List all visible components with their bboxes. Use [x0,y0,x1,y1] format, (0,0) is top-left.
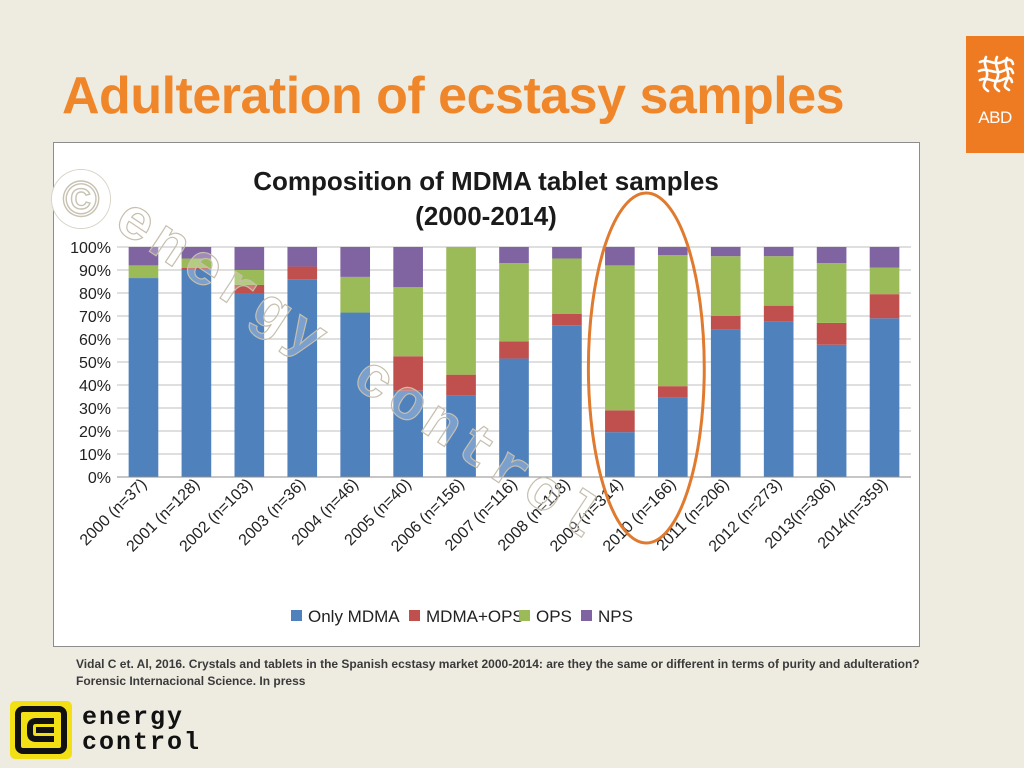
y-tick-label: 0% [88,470,111,487]
chart-title-line: Composition of MDMA tablet samples [253,166,719,196]
bar-segment-ops [340,276,371,313]
bar-segment-ops [816,263,847,323]
bar-segment-nps [710,247,741,257]
bar-segment-only-mdma [499,358,529,477]
bar-segment-nps [605,247,635,266]
abd-logo-text: ABD [978,108,1012,127]
legend-swatch [409,610,420,621]
energy-control-text-line1: energy [82,703,185,732]
bar-segment-nps [816,247,847,264]
y-tick-label: 20% [79,424,111,441]
bar-segment-ops [446,247,476,375]
bar-segment-nps [234,247,265,270]
bar-segment-only-mdma [181,270,212,477]
bar-segment-mdma-ops [181,267,212,270]
y-tick-label: 100% [70,240,111,257]
y-tick-label: 40% [79,378,111,395]
abd-knot-icon [977,55,1015,93]
bar-segment-only-mdma [763,321,794,477]
y-tick-label: 30% [79,401,111,418]
bar-segment-mdma-ops [446,374,476,396]
chart-title-line: (2000-2014) [415,201,557,231]
slide-title: Adulteration of ecstasy samples [62,67,845,125]
bar-segment-ops [605,265,635,411]
bar-segment-mdma-ops [287,266,318,280]
bar-segment-ops [552,258,582,314]
chart-panel: Composition of MDMA tablet samples (2000-… [53,142,920,647]
legend-swatch [291,610,302,621]
bar-segment-nps [287,247,318,267]
copyright-watermark: © [52,170,110,228]
y-tick-label: 80% [79,286,111,303]
bar-segment-ops [763,256,794,306]
energy-control-logo: energy control [10,701,260,759]
bar-segment-only-mdma [287,279,318,477]
bar-segment-nps [657,247,688,256]
abd-logo: ABD [966,36,1024,153]
bar-segment-nps [340,247,371,277]
bar-segment-only-mdma [128,278,159,477]
bar-segment-mdma-ops [499,341,529,359]
bar-segment-ops [499,263,529,342]
bar-segment-ops [393,287,423,357]
energy-control-mark-icon [10,701,72,759]
bar-segment-nps [128,247,159,266]
bar-segment-mdma-ops [657,386,688,398]
bar-segment-mdma-ops [869,294,900,319]
bar-segment-ops [128,265,159,279]
bar-segment-only-mdma [710,329,741,477]
bar-segment-nps [393,247,423,288]
bar-segment-mdma-ops [710,316,741,330]
energy-control-text-line2: control [82,728,202,757]
bar-segment-only-mdma [446,395,476,477]
legend-swatch [519,610,530,621]
bar-segment-ops [234,270,265,285]
stacked-bar-chart: Composition of MDMA tablet samples (2000-… [70,166,911,626]
bar-segment-nps [869,247,900,268]
bar-segment-only-mdma [393,390,423,477]
bar-segment-only-mdma [340,312,371,477]
bar-segment-only-mdma [657,397,688,477]
y-tick-label: 90% [79,263,111,280]
bar-segment-ops [710,256,741,316]
legend-label: Only MDMA [308,607,400,626]
citation: Vidal C et. Al, 2016. Crystals and table… [76,657,920,688]
bar-segment-mdma-ops [763,305,794,322]
bar-segment-mdma-ops [605,410,635,433]
bar-segment-mdma-ops [552,313,582,326]
legend-label: NPS [598,607,633,626]
bar-segment-only-mdma [605,432,635,477]
bar-segment-nps [763,247,794,257]
bar-segment-only-mdma [816,344,847,477]
bar-segment-ops [657,255,688,387]
legend-swatch [581,610,592,621]
y-tick-label: 60% [79,332,111,349]
bar-segment-nps [499,247,529,264]
bar-segment-only-mdma [234,293,265,477]
y-tick-label: 50% [79,355,111,372]
legend-label: MDMA+OPS [426,607,524,626]
y-tick-label: 70% [79,309,111,326]
bar-segment-nps [181,247,212,259]
legend-label: OPS [536,607,572,626]
bar-segment-ops [181,258,212,268]
bar-segment-mdma-ops [234,284,265,293]
bar-segment-mdma-ops [816,322,847,345]
bar-segment-only-mdma [552,325,582,477]
bar-segment-ops [869,267,900,295]
y-tick-label: 10% [79,447,111,464]
highlight-ellipse [586,191,706,545]
bar-segment-only-mdma [869,318,900,477]
bar-segment-mdma-ops [393,356,423,391]
bar-segment-nps [552,247,582,259]
